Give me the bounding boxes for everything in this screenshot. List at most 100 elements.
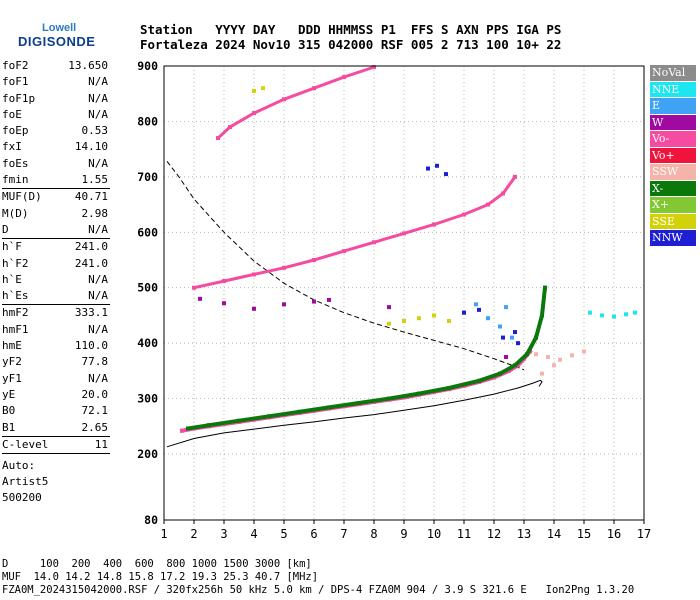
x-tick-label: 9 (400, 527, 407, 541)
echo-point (186, 426, 190, 431)
y-tick-label: 200 (137, 447, 158, 461)
autoscaling-info: Auto: Artist5 500200 (2, 458, 110, 506)
echo-point (462, 310, 466, 315)
auto-line: 500200 (2, 491, 42, 505)
param-value: N/A (88, 91, 108, 105)
scaled-parameters-panel: foF2 13.650 foF1 N/A foF1p N/A foE N/A foEp 0.53 f… (2, 58, 110, 506)
param-value: N/A (88, 222, 108, 236)
legend-item-nnw: NNW (650, 230, 696, 247)
x-tick-label: 7 (340, 527, 347, 541)
param-name: hmF2 (2, 306, 29, 320)
x-tick-label: 10 (427, 527, 441, 541)
echo-point (498, 324, 502, 329)
param-name: foE (2, 107, 22, 121)
echo-point (624, 312, 628, 317)
param-value: 77.8 (81, 355, 109, 369)
param-value: 241.0 (74, 240, 108, 254)
y-tick-label: 700 (137, 170, 158, 184)
echo-point (252, 88, 256, 93)
echo-point (543, 285, 547, 290)
param-name: hmE (2, 339, 22, 353)
echo-point (312, 299, 316, 304)
param-value: 20.0 (81, 387, 109, 401)
y-tick-label: 80 (144, 513, 158, 527)
param-value: 241.0 (74, 256, 108, 270)
echo-point (357, 401, 361, 406)
param-name: foEs (2, 156, 29, 170)
logo-lowell-text: Lowell (42, 22, 77, 34)
param-row-ye: yE 20.0 (2, 387, 110, 403)
param-row-hme: hmE 110.0 (2, 338, 110, 354)
param-value: 13.650 (68, 59, 108, 72)
echo-point (342, 249, 346, 254)
echo-point (261, 86, 265, 91)
param-row-foep: foEp 0.53 (2, 123, 110, 139)
y-tick-label: 400 (137, 336, 158, 350)
echo-point (612, 314, 616, 319)
param-name: yE (2, 387, 16, 401)
divider (2, 304, 110, 306)
echo-point (387, 321, 391, 326)
echo-point (312, 258, 316, 262)
echo-point (342, 75, 346, 80)
divider (2, 188, 110, 190)
echo-point (516, 341, 520, 346)
param-value: N/A (88, 107, 108, 121)
echo-trace-x (185, 285, 548, 431)
echo-point (237, 418, 241, 423)
legend-item-ssw: SSW (650, 164, 696, 181)
echo-point (435, 163, 439, 168)
echo-point (477, 307, 481, 312)
echo-point (582, 349, 586, 354)
echo-point (600, 313, 604, 318)
echo-point (426, 166, 430, 171)
legend-item-nne: NNE (650, 81, 696, 98)
echo-point (222, 301, 226, 306)
plot-curves (166, 160, 543, 448)
x-tick-label: 5 (280, 527, 287, 541)
param-name: yF2 (2, 355, 22, 369)
echo-point (546, 355, 550, 359)
echo-point (282, 97, 286, 102)
echo-point (417, 391, 421, 396)
echo-point (552, 363, 556, 368)
echo-point (516, 363, 520, 368)
param-row-he: h`E N/A (2, 272, 110, 288)
x-tick-label: 13 (517, 527, 531, 541)
echo-point (180, 428, 184, 433)
echo-point (447, 318, 451, 323)
param-name: foEp (2, 124, 29, 138)
x-tick-label: 3 (220, 527, 227, 541)
echo-point (267, 414, 271, 419)
x-tick-label: 11 (457, 527, 471, 541)
plot-echo-points (179, 65, 637, 434)
echo-point (633, 310, 637, 315)
param-name: hmF1 (2, 322, 29, 336)
x-tick-label: 1 (160, 527, 167, 541)
x-tick-label: 12 (487, 527, 501, 541)
auto-line: Auto: (2, 459, 36, 473)
echo-trace-vo2ndhop (192, 174, 518, 290)
param-value: 110.0 (74, 339, 108, 353)
param-name: yF1 (2, 371, 22, 385)
logo-digisonde-text: DIGISONDE (18, 34, 96, 49)
legend-item-noval: NoVal (650, 65, 696, 82)
param-value: N/A (88, 272, 108, 286)
param-row-hmf2: hmF2 333.1 (2, 305, 110, 321)
digisonde-logo: Lowell DIGISONDE (4, 8, 124, 49)
x-tick-label: 6 (310, 527, 317, 541)
param-row-clevel: C-level 11 (2, 437, 110, 453)
echo-point (501, 191, 505, 196)
echo-point (372, 65, 376, 70)
param-row-foe: foE N/A (2, 107, 110, 123)
echo-point (501, 335, 505, 340)
echo-point (387, 305, 391, 310)
muf-dashed-curve (166, 160, 525, 371)
echo-point (534, 335, 538, 340)
y-tick-label: 800 (137, 114, 158, 128)
echo-point (207, 423, 211, 428)
param-row-d: D N/A (2, 222, 110, 238)
param-name: h`F2 (2, 256, 29, 270)
echo-point (327, 405, 331, 410)
